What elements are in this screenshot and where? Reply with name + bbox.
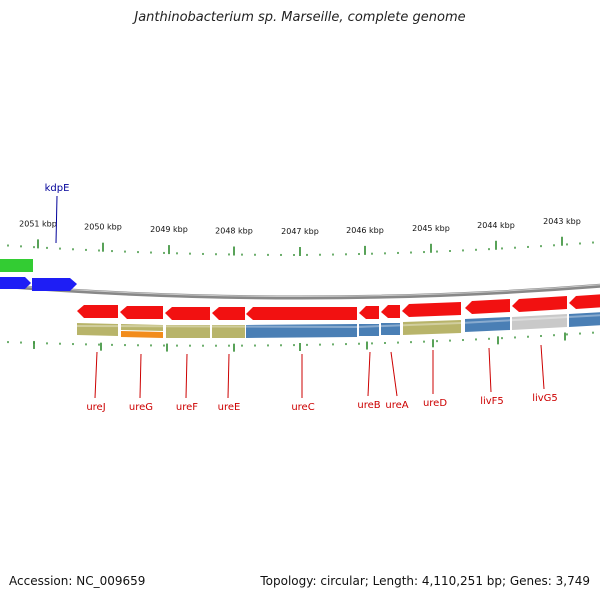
- cds-reverse-ureg[interactable]: [120, 306, 163, 319]
- gene-label-ureg[interactable]: ureG: [129, 402, 153, 413]
- tick-label-kbp: 2048 kbp: [215, 227, 253, 236]
- feature-urec[interactable]: [246, 324, 357, 338]
- kdpe-leader-line: [55, 195, 58, 244]
- tick-label-kbp: 2045 kbp: [412, 224, 450, 233]
- gene-label-uref[interactable]: ureF: [176, 402, 198, 413]
- gene-label-urea[interactable]: ureA: [385, 400, 408, 411]
- gene-label-ured[interactable]: ureD: [423, 398, 447, 409]
- cds-reverse-urej[interactable]: [77, 305, 118, 318]
- tick-label-kbp: 2047 kbp: [281, 227, 319, 236]
- cds-reverse-livg5[interactable]: [512, 296, 567, 312]
- feature-ureg[interactable]: [121, 324, 163, 331]
- cds-reverse-partial[interactable]: [569, 294, 600, 309]
- cds-forward-blue-2[interactable]: [32, 278, 77, 291]
- cds-reverse-ured[interactable]: [402, 302, 461, 317]
- feature-ured[interactable]: [403, 320, 461, 335]
- feature-livg5[interactable]: [512, 314, 567, 330]
- gene-label-ureb[interactable]: ureB: [357, 400, 380, 411]
- gene-label-livf5[interactable]: livF5: [480, 396, 504, 407]
- cds-reverse-livf5[interactable]: [465, 299, 510, 314]
- feature-highlight-band: [76, 314, 600, 329]
- kbp-tick-marks: [7, 236, 594, 352]
- cds-reverse-urea[interactable]: [381, 305, 400, 318]
- gene-labels: ureJ ureG ureF ureE ureC ureB ureA ureD …: [86, 393, 557, 413]
- tick-label-kbp: 2044 kbp: [477, 221, 515, 230]
- cds-reverse-ureb[interactable]: [359, 306, 379, 319]
- genome-backbone-highlight: [0, 284, 600, 297]
- cds-reverse-uref[interactable]: [165, 307, 210, 320]
- gene-leader-lines: [94, 344, 545, 399]
- feature-uree[interactable]: [212, 325, 245, 338]
- cds-reverse-uree[interactable]: [212, 307, 245, 320]
- tick-label-kbp: 2051 kbp: [19, 219, 57, 228]
- gene-label-livg5[interactable]: livG5: [532, 393, 558, 404]
- feature-livf5[interactable]: [465, 317, 510, 332]
- feature-urea[interactable]: [381, 323, 400, 335]
- kbp-tick-labels: 2051 kbp 2050 kbp 2049 kbp 2048 kbp 2047 kbp…: [19, 217, 581, 236]
- feature-uref[interactable]: [166, 325, 210, 338]
- tick-label-kbp: 2043 kbp: [543, 217, 581, 226]
- gene-label-urej[interactable]: ureJ: [86, 402, 105, 413]
- genome-summary-text: Topology: circular; Length: 4,110,251 bp…: [260, 574, 590, 588]
- genome-backbone: [0, 283, 600, 300]
- accession-text: Accession: NC_009659: [9, 574, 146, 588]
- gene-label-kdpe[interactable]: kdpE: [45, 183, 70, 194]
- cds-green-partial[interactable]: [0, 259, 33, 272]
- feature-ureg-orange[interactable]: [121, 331, 163, 338]
- feature-ureb[interactable]: [359, 324, 379, 336]
- cds-forward-blue-1[interactable]: [0, 277, 31, 289]
- tick-label-kbp: 2049 kbp: [150, 225, 188, 234]
- cds-reverse-urec[interactable]: [246, 307, 357, 320]
- gene-label-urec[interactable]: ureC: [291, 402, 314, 413]
- gene-label-uree[interactable]: ureE: [218, 402, 241, 413]
- feature-partial-right[interactable]: [569, 312, 600, 327]
- tick-label-kbp: 2046 kbp: [346, 226, 384, 235]
- feature-urej[interactable]: [77, 323, 118, 336]
- tick-label-kbp: 2050 kbp: [84, 223, 122, 232]
- map-title: Janthinobacterium sp. Marseille, complet…: [134, 10, 466, 25]
